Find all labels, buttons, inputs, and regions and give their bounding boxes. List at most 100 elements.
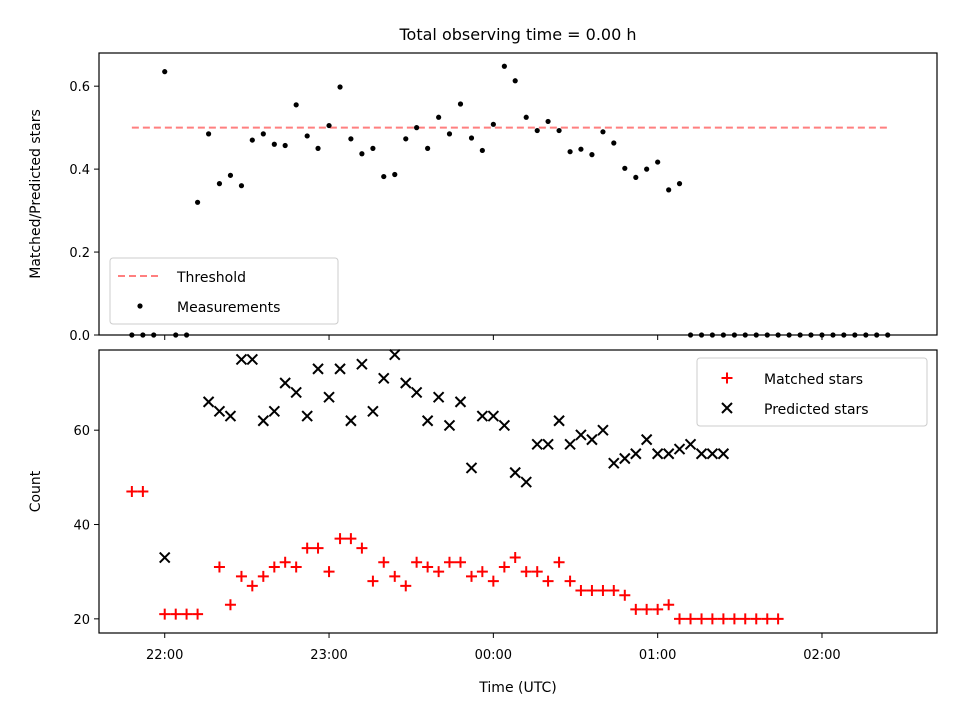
measurement-point: [271, 141, 277, 147]
measurement-point: [304, 133, 310, 139]
matched-stars-point: [170, 608, 182, 620]
matched-stars-point: [257, 570, 269, 582]
measurement-point: [633, 174, 639, 181]
measurement-point: [446, 131, 453, 137]
measurement-point: [205, 131, 212, 137]
measurement-point: [742, 332, 748, 338]
matched-stars-point: [476, 566, 488, 578]
predicted-stars-point: [246, 353, 259, 366]
measurement-point: [162, 69, 168, 75]
predicted-stars-point: [279, 377, 291, 389]
predicted-stars-point: [717, 448, 730, 460]
predicted-stars-point: [509, 466, 521, 479]
matched-stars-point: [674, 613, 686, 625]
matched-stars-point: [641, 603, 653, 615]
predicted-stars-point: [410, 386, 423, 399]
measurement-point: [830, 332, 836, 338]
predicted-stars-point: [498, 419, 511, 432]
measurement-point: [348, 136, 354, 142]
legend-matched-label: Matched stars: [764, 372, 863, 388]
measurement-point: [370, 145, 376, 151]
matched-stars-point: [575, 585, 587, 597]
predicted-stars-point: [684, 438, 697, 451]
top-legend-box: [109, 257, 339, 325]
matched-stars-point: [630, 603, 642, 615]
measurement-point: [315, 145, 321, 151]
predicted-stars-point: [202, 396, 215, 408]
measurement-point: [501, 63, 507, 69]
measurement-point: [359, 151, 365, 157]
matched-stars-point: [685, 613, 697, 625]
matched-stars-point: [717, 613, 729, 625]
predicted-stars-point: [695, 448, 708, 460]
top-ytick-label: 0.4: [69, 163, 90, 178]
matched-stars-point: [246, 580, 258, 592]
matched-stars-point: [290, 561, 302, 573]
xtick-label: 00:00: [475, 648, 512, 663]
matched-stars-point: [126, 486, 138, 497]
bottom-legend-box: [696, 357, 928, 427]
predicted-stars-point: [640, 433, 653, 446]
matched-stars-point: [553, 556, 565, 568]
measurement-point: [556, 127, 562, 134]
measurement-point: [797, 332, 803, 338]
measurement-point: [479, 147, 485, 154]
measurement-point: [764, 332, 770, 338]
measurement-point: [841, 332, 847, 338]
matched-stars-point: [181, 608, 193, 620]
measurement-point: [874, 332, 880, 338]
matched-stars-point: [389, 570, 401, 582]
legend-threshold-label: Threshold: [176, 270, 246, 286]
measurement-point: [282, 142, 288, 149]
measurement-point: [655, 159, 661, 165]
measurement-point: [852, 332, 858, 338]
measurement-point: [337, 84, 343, 90]
predicted-stars-point: [345, 415, 357, 427]
xtick-label: 02:00: [803, 648, 840, 663]
matched-stars-point: [696, 613, 708, 625]
matched-stars-point: [597, 585, 609, 597]
matched-stars-point: [422, 561, 434, 573]
measurement-point: [578, 146, 584, 152]
measurement-point: [512, 78, 518, 84]
measurement-point: [622, 165, 628, 171]
bottom-ylabel: Count: [28, 470, 44, 512]
measurement-point: [676, 181, 683, 187]
matched-stars-point: [706, 613, 718, 625]
matched-stars-point: [586, 585, 598, 597]
measurement-point: [326, 122, 332, 129]
top-legend: Threshold Measurements: [109, 257, 339, 325]
matched-stars-point: [564, 575, 576, 587]
measurement-point: [392, 171, 398, 178]
predicted-stars-point: [673, 443, 686, 455]
matched-stars-point: [750, 613, 762, 625]
matched-stars-point: [400, 580, 412, 592]
matched-stars-point: [542, 575, 554, 587]
bottom-axes-frame: [98, 349, 938, 634]
matched-stars-point: [772, 613, 784, 625]
measurement-point: [819, 332, 825, 338]
predicted-stars-point: [662, 448, 675, 460]
predicted-stars-point: [235, 353, 248, 366]
matched-stars-point: [608, 585, 620, 597]
measurement-point: [666, 187, 672, 193]
top-ytick-label: 0.2: [69, 246, 90, 261]
measurement-point: [731, 332, 738, 338]
matched-stars-point: [301, 542, 313, 554]
predicted-stars-point: [323, 391, 335, 403]
matched-stars-point: [619, 589, 631, 601]
measurement-point: [173, 332, 179, 338]
measurement-point: [709, 332, 715, 338]
matched-stars-point: [761, 613, 773, 625]
legend-measurements-label: Measurements: [177, 300, 280, 316]
measurement-point: [567, 149, 573, 155]
predicted-stars-point: [400, 377, 412, 389]
measurement-point: [534, 127, 540, 134]
measurement-point: [808, 332, 814, 338]
measurement-point: [720, 332, 726, 338]
predicted-stars-point: [268, 405, 281, 418]
chart-title: Total observing time = 0.00 h: [398, 25, 636, 44]
matched-stars-point: [334, 533, 346, 545]
measurement-point: [183, 332, 190, 338]
